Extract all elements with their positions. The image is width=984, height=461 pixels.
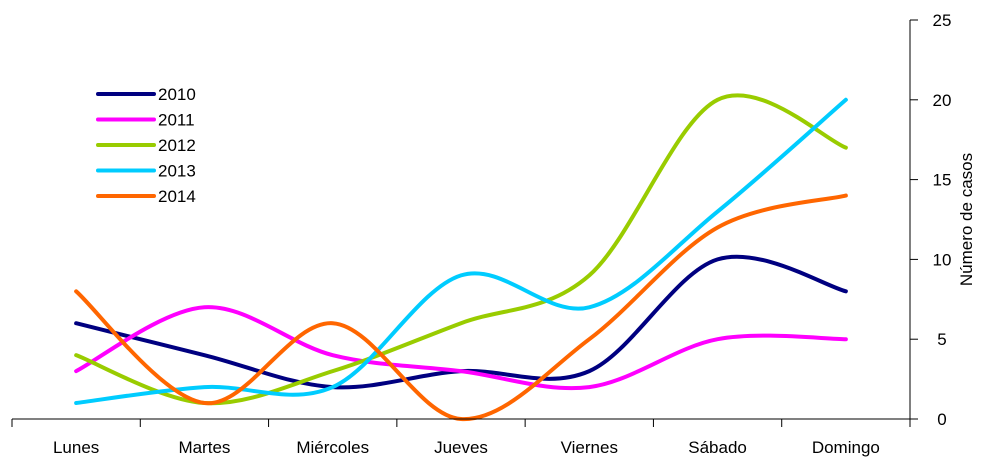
x-tick-label: Sábado <box>688 438 747 457</box>
x-tick-label: Lunes <box>53 438 99 457</box>
series-line-2011 <box>74 305 848 391</box>
y-tick-label: 10 <box>933 250 952 269</box>
x-tick-label: Martes <box>178 438 230 457</box>
series-line-2014 <box>74 193 848 422</box>
y-tick-label: 20 <box>933 91 952 110</box>
y-axis-ticks: 0 5 10 15 20 25 <box>910 11 951 429</box>
series-line-2013 <box>74 97 848 406</box>
y-tick-label: 5 <box>937 330 946 349</box>
x-tick-label: Miércoles <box>296 438 369 457</box>
legend: 2010 2011 2012 2013 2014 <box>96 85 196 206</box>
x-tick-label: Viernes <box>561 438 618 457</box>
axes <box>12 20 911 420</box>
y-tick-label: 25 <box>933 11 952 30</box>
legend-label-2011: 2011 <box>158 111 195 130</box>
legend-label-2012: 2012 <box>158 136 196 155</box>
x-tick-label: Jueves <box>434 438 488 457</box>
legend-label-2010: 2010 <box>158 85 196 104</box>
y-axis-title: Número de casos <box>957 153 976 286</box>
y-tick-label: 0 <box>937 410 946 429</box>
legend-label-2013: 2013 <box>158 162 196 181</box>
x-tick-label: Domingo <box>812 438 880 457</box>
series-lines <box>74 93 848 422</box>
y-tick-label: 15 <box>933 171 952 190</box>
legend-label-2014: 2014 <box>158 187 196 206</box>
x-axis-ticks: Lunes Martes Miércoles Jueves Viernes Sábado D… <box>11 419 911 457</box>
